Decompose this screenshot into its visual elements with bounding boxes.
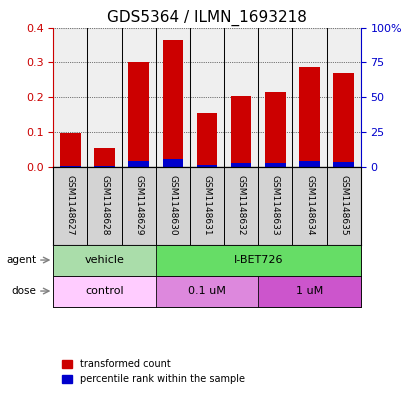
Bar <box>326 28 360 167</box>
Bar <box>189 28 224 167</box>
Bar <box>224 28 258 167</box>
Title: GDS5364 / ILMN_1693218: GDS5364 / ILMN_1693218 <box>107 10 306 26</box>
Bar <box>121 28 155 167</box>
Bar <box>333 73 353 167</box>
Text: GSM1148630: GSM1148630 <box>168 175 177 235</box>
Text: GSM1148631: GSM1148631 <box>202 175 211 235</box>
Bar <box>162 159 183 167</box>
FancyBboxPatch shape <box>53 275 155 307</box>
Text: dose: dose <box>11 286 36 296</box>
Bar <box>299 162 319 167</box>
Bar <box>230 163 251 167</box>
FancyBboxPatch shape <box>155 244 360 275</box>
Text: control: control <box>85 286 124 296</box>
FancyBboxPatch shape <box>53 244 155 275</box>
Legend: transformed count, percentile rank within the sample: transformed count, percentile rank withi… <box>58 356 248 388</box>
Text: 0.1 uM: 0.1 uM <box>188 286 225 296</box>
Bar <box>60 165 81 167</box>
Text: I-BET726: I-BET726 <box>233 255 282 265</box>
Bar <box>128 62 148 167</box>
Bar <box>53 28 87 167</box>
Bar <box>162 40 183 167</box>
Text: GSM1148633: GSM1148633 <box>270 175 279 235</box>
Text: GSM1148632: GSM1148632 <box>236 175 245 235</box>
Bar <box>87 28 121 167</box>
Bar <box>265 163 285 167</box>
FancyBboxPatch shape <box>258 275 360 307</box>
Bar <box>230 96 251 167</box>
Bar <box>299 66 319 167</box>
Bar <box>333 162 353 167</box>
Bar <box>128 162 148 167</box>
Bar <box>196 165 217 167</box>
FancyBboxPatch shape <box>155 275 258 307</box>
Bar <box>60 133 81 167</box>
Text: GSM1148635: GSM1148635 <box>338 175 347 235</box>
Bar <box>292 28 326 167</box>
Bar <box>196 113 217 167</box>
Text: GSM1148629: GSM1148629 <box>134 175 143 235</box>
Text: vehicle: vehicle <box>84 255 124 265</box>
Bar <box>155 28 189 167</box>
Bar <box>258 28 292 167</box>
Text: GSM1148628: GSM1148628 <box>100 175 109 235</box>
Text: GSM1148634: GSM1148634 <box>304 175 313 235</box>
Text: GSM1148627: GSM1148627 <box>66 175 75 235</box>
Bar <box>94 165 115 167</box>
Bar <box>265 92 285 167</box>
Bar <box>94 148 115 167</box>
Text: 1 uM: 1 uM <box>295 286 322 296</box>
Text: agent: agent <box>6 255 36 265</box>
